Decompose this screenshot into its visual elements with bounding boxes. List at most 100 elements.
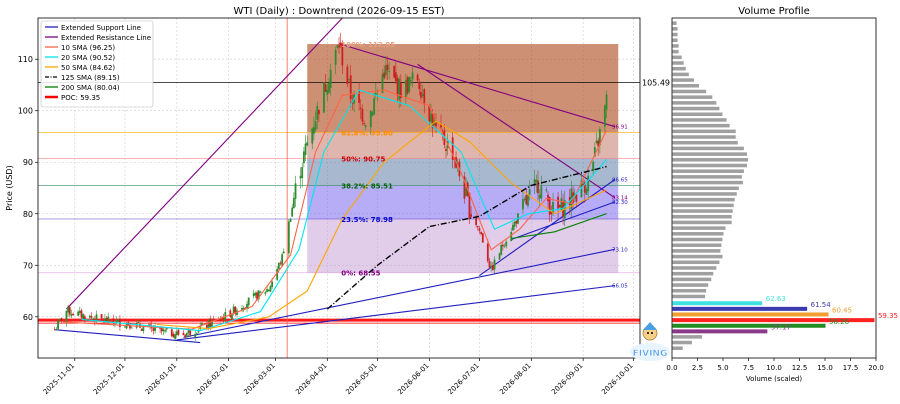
candle-body (67, 306, 69, 313)
candle-body (185, 332, 188, 338)
candle-body (162, 329, 165, 332)
candle-body (269, 286, 272, 292)
volume-bar (672, 180, 743, 185)
candle-body (200, 323, 203, 326)
candle-body (525, 195, 528, 205)
x-tick-label: 2025-11-01 (42, 362, 76, 396)
x-tick-label: 2026-10-01 (600, 362, 634, 396)
candle-body (281, 254, 284, 266)
candle-body (316, 105, 319, 120)
volume-bar (672, 140, 738, 145)
candle-body (416, 74, 419, 81)
candle-body (254, 292, 257, 296)
candle-body (205, 324, 208, 328)
volume-bar (672, 175, 742, 179)
candle-body (207, 320, 210, 329)
candle-body (92, 318, 95, 320)
trend-line (183, 248, 616, 338)
sma-line (511, 213, 607, 240)
candle-body (500, 244, 503, 255)
candle-body (100, 314, 103, 319)
candle-body (339, 42, 342, 46)
right-value-label: 96.91 (612, 125, 628, 131)
candle-body (411, 72, 414, 80)
candle-body (406, 77, 409, 94)
candle-body (135, 323, 138, 328)
legend-entry-label: 200 SMA (80.04) (61, 84, 120, 92)
plot-layer: 100%: 112.95 61.8%: 95.80 50%: 90.75 38.2%:… (38, 18, 640, 358)
candle-body (102, 319, 105, 322)
fib-level-label: 38.2%: 85.51 (341, 182, 393, 190)
candle-body (259, 291, 262, 293)
candle-body (585, 188, 588, 195)
candle-body (299, 175, 302, 179)
volume-x-tick-label: 12.5 (792, 364, 808, 372)
candle-body (540, 186, 543, 199)
candle-body (266, 289, 268, 292)
candle-body (267, 289, 270, 292)
volume-bar (672, 38, 678, 42)
volume-profile-title: Volume Profile (738, 6, 809, 17)
candle-body (197, 330, 200, 333)
candle-body (55, 329, 58, 331)
candle-body (244, 307, 247, 309)
candle-body (399, 83, 402, 98)
candle-body (334, 49, 337, 65)
volume-bar-label: 60.45 (832, 306, 852, 314)
candle-body (528, 189, 531, 195)
candle-body (149, 324, 151, 326)
sma-line (81, 89, 608, 332)
candle-body (498, 253, 501, 260)
candle-body (164, 330, 166, 332)
candle-body (598, 128, 601, 146)
candle-body (82, 314, 85, 320)
volume-bar (672, 335, 703, 339)
candle-body (68, 307, 71, 315)
candle-body (346, 66, 349, 84)
candle-body (83, 316, 86, 320)
candle-body (478, 228, 481, 231)
candle-body (152, 328, 155, 332)
volume-bar (672, 27, 678, 31)
volume-bar (672, 95, 713, 99)
candle-body (470, 214, 473, 217)
candle-body (383, 72, 386, 78)
candle-body (277, 263, 280, 270)
candle-body (58, 318, 61, 321)
candle-body (575, 194, 578, 202)
candle-body (491, 265, 494, 271)
legend-entry-label: 20 SMA (90.52) (61, 54, 115, 62)
volume-bar (672, 89, 707, 94)
fib-level-label: 50%: 90.75 (341, 155, 385, 163)
x-tick-label: 2026-03-01 (242, 362, 276, 396)
candle-body (313, 127, 315, 134)
candle-body (349, 75, 352, 100)
candle-body (78, 310, 81, 313)
volume-bar-label: 57.17 (771, 323, 791, 331)
legend-entry-label: POC: 59.35 (61, 94, 100, 102)
candle-body (538, 195, 541, 199)
volume-x-tick-label: 7.5 (743, 364, 754, 372)
volume-bar (672, 106, 720, 111)
candle-body (246, 303, 248, 308)
candle-body (336, 45, 339, 48)
candle-body (463, 176, 466, 199)
candle-body (595, 140, 598, 143)
candle-body (361, 109, 364, 122)
candle-body (187, 330, 190, 334)
volume-bar-label: 61.54 (811, 301, 832, 309)
candle-body (95, 314, 98, 320)
candle-body (445, 148, 447, 152)
volume-bar (672, 209, 733, 213)
volume-bar (672, 163, 747, 168)
volume-x-tick-label: 20.0 (868, 364, 884, 372)
volume-bar (672, 346, 683, 350)
candle-body (306, 142, 309, 146)
fib-zone (307, 132, 619, 159)
fib-level-label: 100%: 112.95 (341, 41, 395, 49)
candle-body (545, 189, 548, 191)
candle-body (371, 112, 374, 116)
plot-frame (37, 17, 641, 359)
candle-body (557, 196, 559, 209)
